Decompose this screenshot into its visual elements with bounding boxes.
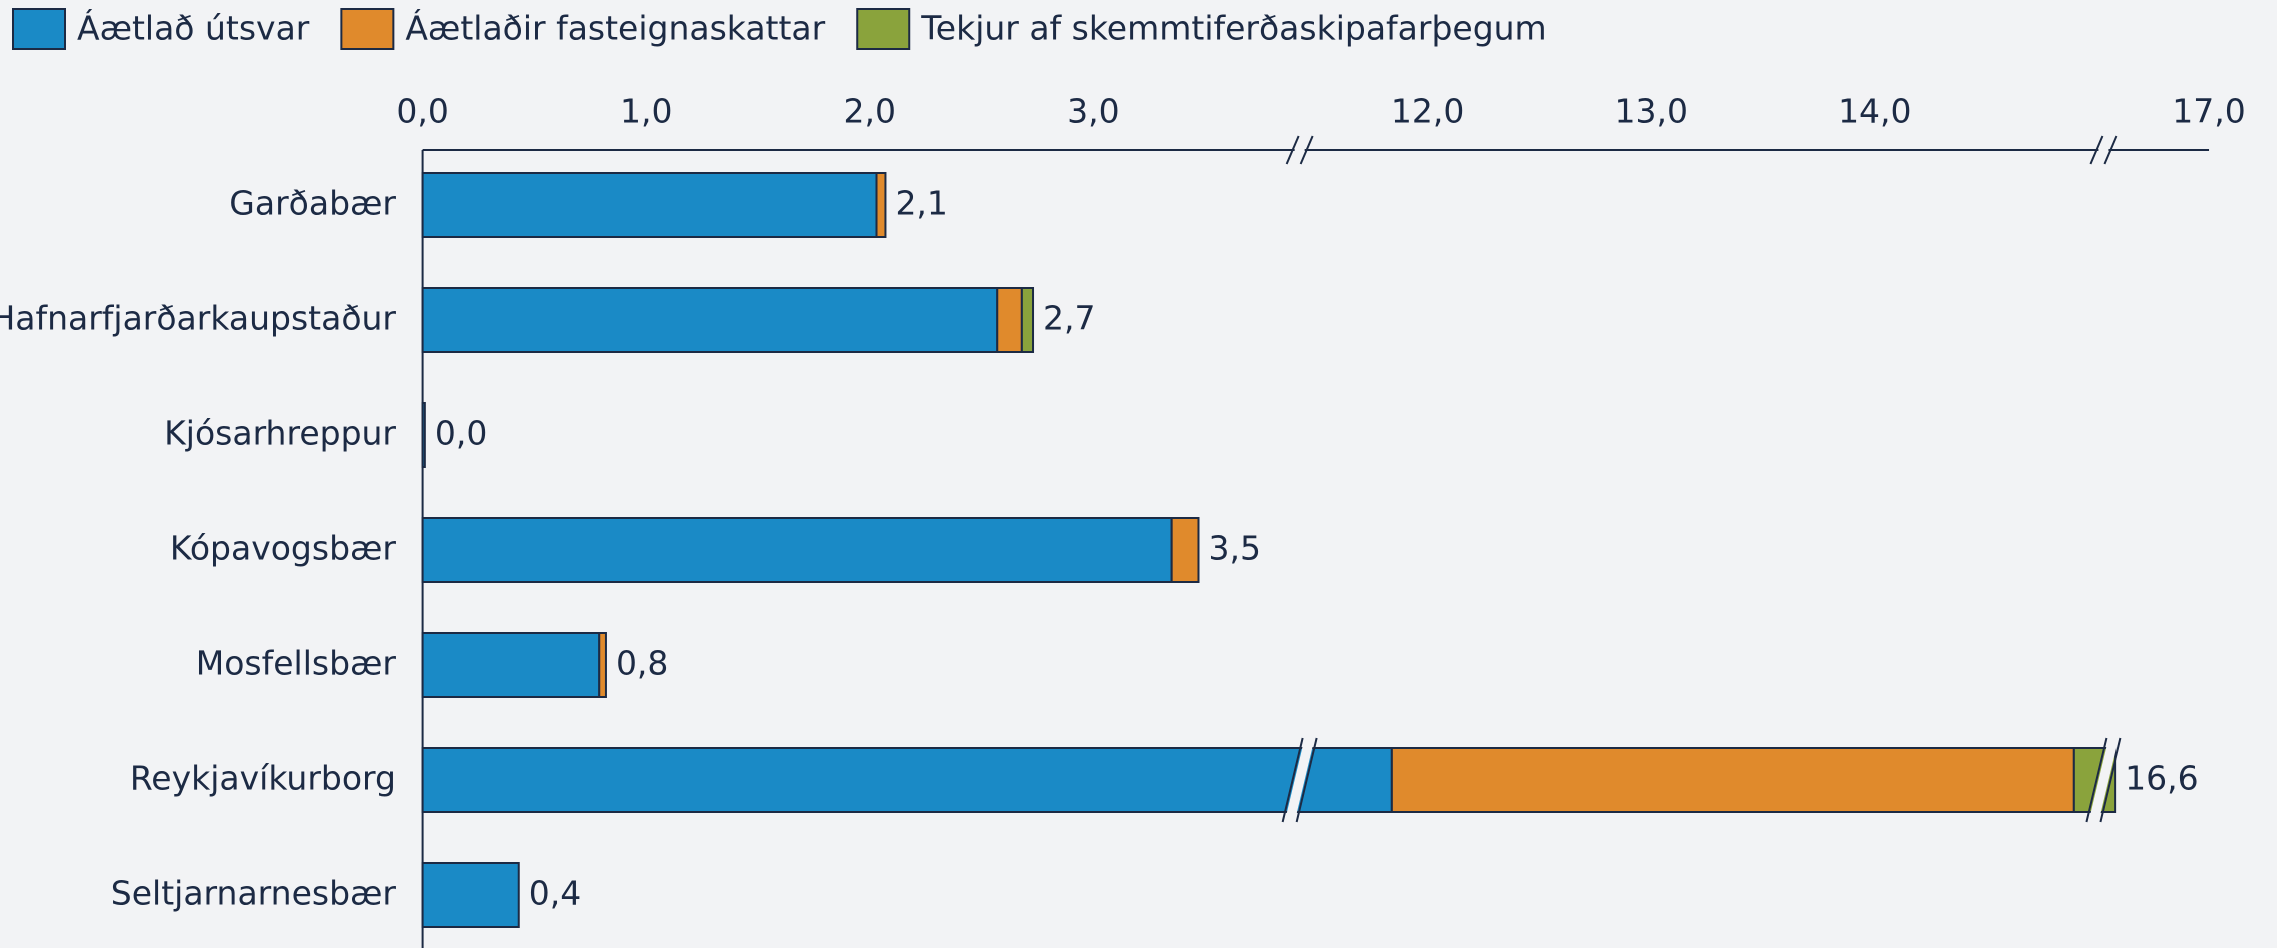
- break-mark: [2103, 135, 2118, 165]
- category-label: Mosfellsbær: [196, 644, 397, 683]
- bar-segment: [1020, 287, 1035, 353]
- break-mark: [1285, 135, 1300, 165]
- break-mark: [1295, 737, 1318, 823]
- total-label: 3,5: [1208, 529, 1260, 568]
- bar-break: [2088, 738, 2119, 822]
- legend-swatch: [340, 8, 395, 50]
- category-label: Hafnarfjarðarkaupstaður: [0, 299, 396, 338]
- category-label: Seltjarnarnesbær: [111, 874, 397, 913]
- bar-segment: [875, 172, 887, 238]
- bar-segment: [421, 172, 878, 238]
- category-label: Kópavogsbær: [170, 529, 397, 568]
- legend-label: Tekjur af skemmtiferðaskipafarþegum: [920, 9, 1546, 48]
- break-mark: [2085, 737, 2108, 823]
- total-label: 16,6: [2125, 759, 2198, 798]
- break-mark: [2099, 737, 2122, 823]
- bar-segment: [421, 632, 601, 698]
- break-mark: [1299, 135, 1314, 165]
- category-label: Kjósarhreppur: [164, 414, 396, 453]
- bar-segment: [421, 747, 1393, 813]
- legend-swatch: [12, 8, 66, 50]
- bar-segment: [1390, 747, 2075, 813]
- bar-segment: [421, 402, 426, 468]
- x-tick-label: 3,0: [1067, 92, 1119, 131]
- x-tick-label: 14,0: [1838, 92, 1911, 131]
- legend-label: Áætlað útsvar: [77, 8, 310, 48]
- x-tick-label: 1,0: [620, 92, 672, 131]
- total-label: 0,0: [435, 414, 487, 453]
- bar-segment: [421, 517, 1173, 583]
- x-tick-label: 12,0: [1391, 92, 1464, 131]
- bar-segment: [598, 632, 607, 698]
- total-label: 0,4: [529, 874, 581, 913]
- bar-break: [1284, 738, 1315, 822]
- total-label: 0,8: [616, 644, 668, 683]
- legend-label: Áætlaðir fasteignaskattar: [405, 8, 825, 48]
- total-label: 2,1: [895, 184, 947, 223]
- total-label: 2,7: [1043, 299, 1095, 338]
- break-mark: [1281, 737, 1304, 823]
- break-mark: [2089, 135, 2104, 165]
- category-label: Reykjavíkurborg: [130, 759, 396, 798]
- bar-segment: [996, 287, 1023, 353]
- bar-segment: [421, 287, 999, 353]
- bar-segment: [421, 862, 520, 928]
- bar-segment: [1170, 517, 1200, 583]
- x-tick-label: 13,0: [1614, 92, 1687, 131]
- x-tick-label: 2,0: [844, 92, 896, 131]
- x-tick-label: 0,0: [396, 92, 448, 131]
- legend-swatch: [856, 8, 911, 50]
- x-tick-label: 17,0: [2172, 92, 2245, 131]
- category-label: Garðabær: [229, 184, 396, 223]
